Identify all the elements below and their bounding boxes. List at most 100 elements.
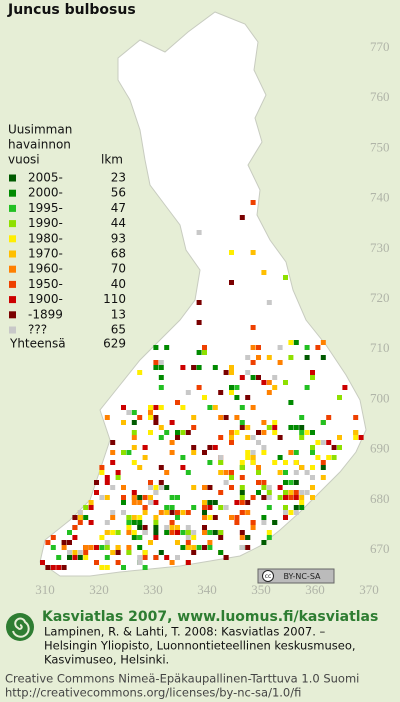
citation-line: Kasvimuseo, Helsinki. — [44, 653, 169, 667]
observation-square — [94, 545, 99, 550]
observation-square — [164, 470, 170, 475]
license-line: http://creativecommons.org/licenses/by-n… — [5, 686, 301, 700]
observation-square — [50, 535, 56, 540]
observation-square — [207, 500, 213, 505]
observation-square — [337, 445, 342, 450]
legend-swatch — [9, 311, 16, 319]
observation-square — [202, 510, 207, 515]
observation-square — [196, 545, 202, 550]
observation-square — [229, 365, 234, 370]
observation-square — [245, 455, 251, 460]
observation-square — [115, 560, 121, 565]
observation-square — [310, 495, 315, 500]
observation-square — [191, 445, 197, 450]
citation-line: Lampinen, R. & Lahti, T. 2008: Kasviatla… — [44, 625, 326, 639]
observation-square — [261, 380, 267, 385]
observation-square — [207, 460, 213, 465]
observation-square — [293, 460, 299, 465]
observation-square — [207, 515, 213, 520]
observation-square — [293, 425, 299, 430]
observation-square — [218, 535, 224, 540]
observation-square — [169, 505, 175, 510]
observation-square — [126, 410, 132, 415]
legend-label: 2005- — [28, 171, 63, 185]
observation-square — [266, 485, 272, 490]
observation-square — [299, 435, 305, 440]
legend-count-heading: lkm — [101, 153, 123, 167]
observation-square — [261, 430, 267, 435]
observation-square — [272, 385, 278, 390]
observation-square — [320, 440, 326, 445]
observation-square — [196, 365, 202, 370]
observation-square — [131, 410, 137, 415]
observation-square — [131, 490, 137, 495]
observation-square — [320, 475, 326, 480]
observation-square — [175, 530, 180, 535]
observation-square — [353, 415, 359, 420]
observation-square — [283, 495, 288, 500]
observation-square — [245, 435, 251, 440]
legend-swatch — [9, 174, 16, 182]
observation-square — [191, 415, 197, 420]
y-coordinate-label: 710 — [370, 340, 390, 355]
observation-square — [148, 430, 153, 435]
observation-square — [256, 375, 261, 380]
observation-square — [88, 505, 94, 510]
observation-square — [229, 435, 234, 440]
observation-square — [256, 430, 261, 435]
finland-outline — [39, 11, 367, 577]
observation-square — [288, 450, 294, 455]
observation-square — [304, 470, 310, 475]
observation-square — [137, 500, 143, 505]
observation-square — [256, 440, 261, 445]
observation-square — [131, 520, 137, 525]
observation-square — [293, 470, 299, 475]
observation-square — [229, 250, 234, 255]
legend-heading: vuosi — [8, 153, 40, 167]
observation-square — [266, 425, 272, 430]
observation-square — [239, 535, 245, 540]
observation-square — [299, 425, 305, 430]
observation-square — [239, 510, 245, 515]
observation-square — [202, 515, 207, 520]
observation-square — [245, 395, 251, 400]
observation-square — [180, 430, 186, 435]
observation-square — [83, 555, 89, 560]
observation-square — [196, 230, 202, 235]
observation-square — [142, 525, 148, 530]
x-coordinate-label: 370 — [359, 582, 379, 597]
observation-square — [196, 350, 202, 355]
observation-square — [272, 460, 278, 465]
observation-square — [191, 505, 197, 510]
observation-square — [288, 340, 294, 345]
observation-square — [153, 490, 159, 495]
observation-square — [212, 515, 218, 520]
observation-square — [239, 425, 245, 430]
observation-square — [250, 405, 256, 410]
observation-square — [153, 515, 159, 520]
observation-square — [110, 450, 116, 455]
observation-square — [218, 530, 224, 535]
legend-label: ??? — [28, 323, 47, 337]
observation-square — [277, 455, 283, 460]
observation-square — [67, 550, 72, 555]
legend-label: 1995- — [28, 201, 63, 215]
y-coordinate-label: 750 — [370, 139, 390, 154]
observation-square — [158, 365, 164, 370]
observation-square — [288, 510, 294, 515]
legend-count: 23 — [111, 171, 126, 185]
observation-square — [153, 365, 159, 370]
legend-count: 65 — [111, 323, 126, 337]
legend-swatch — [9, 265, 16, 273]
observation-square — [142, 455, 148, 460]
observation-square — [115, 550, 121, 555]
observation-square — [293, 480, 299, 485]
observation-square — [250, 325, 256, 330]
observation-square — [250, 360, 256, 365]
observation-square — [142, 445, 148, 450]
observation-square — [277, 470, 283, 475]
coordinate-labels: 770 760 750 740 730 720 710 700 690 680 670 310 320 3… — [35, 39, 389, 597]
observation-square — [239, 215, 245, 220]
observation-square — [148, 405, 153, 410]
